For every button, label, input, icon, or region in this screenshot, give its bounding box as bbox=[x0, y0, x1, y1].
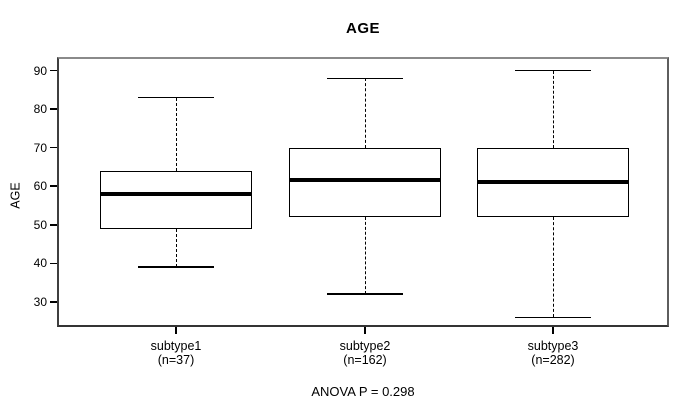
x-category-count: (n=162) bbox=[343, 352, 387, 367]
x-category-label: subtype1 (n=37) bbox=[106, 339, 246, 367]
upper-whisker-cap bbox=[327, 77, 403, 80]
anova-annotation: ANOVA P = 0.298 bbox=[311, 384, 415, 399]
y-axis-tick-label: 70 bbox=[33, 140, 47, 155]
y-axis-tick-label: 90 bbox=[33, 63, 47, 78]
plot-area: 90 80 70 60 50 40 30 bbox=[34, 57, 669, 334]
x-axis-tick bbox=[552, 327, 554, 334]
x-category-count: (n=37) bbox=[157, 352, 195, 367]
upper-whisker-cap bbox=[515, 69, 591, 72]
x-category-name: subtype1 bbox=[150, 339, 202, 353]
lower-whisker-cap bbox=[138, 266, 214, 268]
lower-whisker-line bbox=[364, 217, 366, 295]
y-axis-tick bbox=[50, 224, 57, 226]
median-line bbox=[477, 180, 629, 185]
median-line bbox=[100, 191, 252, 196]
y-axis-tick-label: 50 bbox=[33, 217, 47, 232]
upper-whisker-cap bbox=[138, 96, 214, 99]
median-line bbox=[289, 178, 441, 183]
x-category-name: subtype2 bbox=[339, 339, 391, 353]
x-category-label: subtype2 (n=162) bbox=[295, 339, 435, 367]
lower-whisker-cap bbox=[327, 293, 403, 295]
lower-whisker-line bbox=[552, 217, 554, 318]
y-axis-tick-label: 30 bbox=[33, 294, 47, 309]
x-axis-tick bbox=[175, 327, 177, 334]
x-axis-tick bbox=[364, 327, 366, 334]
x-category-count: (n=282) bbox=[531, 352, 575, 367]
x-category-label: subtype3 (n=282) bbox=[483, 339, 623, 367]
upper-whisker-line bbox=[552, 70, 554, 148]
iqr-box bbox=[100, 170, 252, 229]
y-axis-tick-label: 80 bbox=[33, 102, 47, 117]
y-axis-tick bbox=[50, 108, 57, 110]
y-axis-tick bbox=[50, 185, 57, 187]
x-category-name: subtype3 bbox=[527, 339, 579, 353]
upper-whisker-line bbox=[175, 97, 177, 171]
y-axis-tick-label: 40 bbox=[33, 256, 47, 271]
upper-whisker-line bbox=[364, 78, 366, 148]
lower-whisker-line bbox=[175, 228, 177, 268]
y-axis-tick bbox=[50, 69, 57, 72]
y-axis-tick-label: 60 bbox=[33, 179, 47, 194]
chart-title: AGE bbox=[345, 20, 380, 37]
y-axis-tick bbox=[50, 262, 57, 265]
y-axis-tick bbox=[50, 301, 57, 303]
y-axis-tick bbox=[50, 146, 57, 149]
lower-whisker-cap bbox=[515, 316, 591, 319]
